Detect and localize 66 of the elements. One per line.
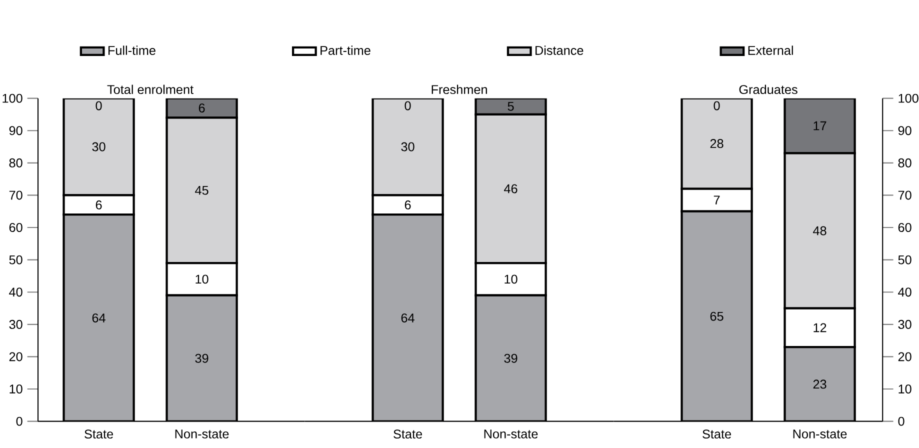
data-label: 30 (92, 142, 106, 152)
data-label: 6 (198, 104, 205, 112)
y2-tick-label: 80 (898, 158, 912, 168)
bar (680, 98, 753, 190)
y-tick-label: 60 (9, 223, 22, 232)
bar (474, 294, 547, 422)
bar (62, 214, 135, 422)
chart-title: Total enrolment (107, 84, 194, 94)
data-label: 7 (714, 196, 720, 204)
y-tick-label: 40 (9, 288, 22, 297)
data-label: 10 (504, 274, 518, 284)
data-label: 0 (404, 101, 411, 110)
bar (372, 214, 444, 422)
x-tick-label: Non-state (793, 430, 847, 438)
y2-tick-label: 100 (898, 94, 918, 103)
y-tick-label: 70 (9, 190, 22, 200)
data-label: 5 (508, 102, 514, 111)
y-tick-label: 20 (9, 352, 22, 362)
y2-tick-label: 40 (898, 288, 912, 297)
y2-tick-label: 50 (898, 255, 912, 264)
y-tick-label: 30 (9, 320, 22, 329)
data-label: 46 (504, 184, 518, 194)
y2-tick-label: 60 (898, 223, 912, 232)
y-tick-label: 100 (2, 94, 22, 103)
bar (166, 294, 238, 422)
y-tick-label: 10 (10, 384, 22, 394)
data-label: 39 (195, 354, 208, 363)
x-tick-label: State (394, 430, 422, 439)
bar (680, 210, 753, 422)
data-label: 45 (195, 186, 208, 195)
legend-label: Part-time (320, 46, 370, 55)
data-label: 17 (814, 121, 826, 130)
bar (784, 152, 856, 310)
data-label: 28 (710, 139, 724, 148)
data-label: 6 (404, 200, 411, 210)
x-tick-label: State (84, 430, 114, 439)
y-tick-label: 90 (9, 126, 22, 136)
data-label: 23 (813, 380, 826, 389)
data-label: 12 (814, 323, 826, 332)
x-tick-label: Non-state (484, 430, 538, 438)
y2-tick-label: 70 (898, 190, 912, 200)
y2-tick-label: 90 (898, 126, 912, 136)
y2-tick-label: 0 (898, 416, 904, 426)
chart-title: Graduates (739, 84, 798, 94)
data-label: 0 (96, 101, 102, 110)
y-tick-label: 50 (9, 255, 22, 264)
legend-label: Full-time (108, 46, 156, 55)
chart-title: Freshmen (432, 84, 487, 94)
x-tick-label: Non-state (175, 430, 229, 438)
data-label: 64 (92, 313, 106, 322)
data-label: 64 (401, 313, 414, 322)
data-label: 39 (504, 354, 518, 363)
y2-tick-label: 30 (898, 320, 912, 329)
data-label: 0 (714, 101, 720, 110)
data-label: 48 (813, 226, 826, 236)
data-label: 6 (96, 200, 102, 210)
data-label: 65 (710, 312, 724, 321)
y2-tick-label: 10 (898, 384, 912, 394)
legend-label: External (748, 46, 793, 55)
data-label: 30 (401, 142, 414, 152)
y2-tick-label: 20 (898, 352, 912, 362)
x-tick-label: State (702, 430, 732, 439)
legend-label: Distance (536, 46, 584, 55)
data-label: 10 (196, 274, 208, 284)
y-tick-label: 80 (9, 158, 22, 168)
y-tick-label: 0 (16, 416, 22, 426)
